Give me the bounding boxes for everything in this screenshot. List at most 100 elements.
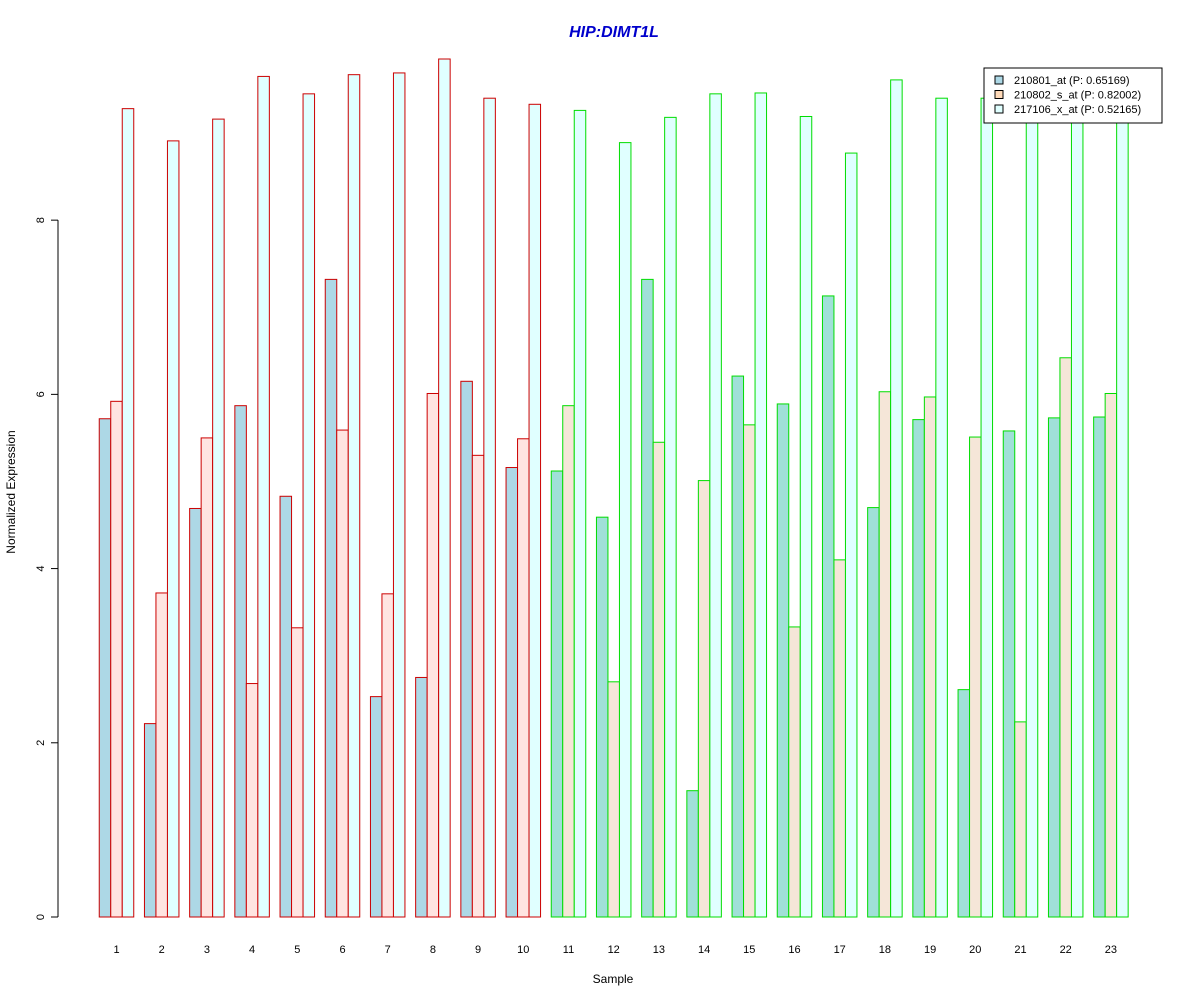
bar-sample-15-series-2 (743, 424, 756, 918)
bar-sample-23-series-3 (1116, 97, 1129, 918)
bar-sample-16-series-3 (799, 115, 813, 918)
bar-sample-20-series-2 (969, 436, 982, 918)
x-tick-label: 14 (698, 944, 710, 956)
bar-sample-12-series-3 (618, 142, 632, 918)
x-tick-label: 3 (204, 944, 210, 956)
x-tick-label: 9 (475, 944, 481, 956)
bar-sample-21-series-3 (1025, 97, 1039, 918)
bar-sample-2-series-3 (166, 140, 180, 918)
bar-sample-7-series-3 (392, 72, 406, 918)
x-tick-label: 22 (1060, 944, 1072, 956)
legend-swatch (994, 104, 1004, 114)
bar-sample-12-series-1 (595, 516, 609, 918)
bar-sample-9-series-2 (471, 454, 485, 918)
bar-sample-10-series-3 (528, 103, 542, 918)
bar-sample-22-series-1 (1047, 417, 1061, 918)
bar-sample-11-series-1 (550, 470, 564, 918)
bar-sample-17-series-1 (821, 295, 835, 918)
bar-sample-7-series-1 (369, 696, 383, 918)
bar-sample-13-series-1 (641, 278, 654, 918)
x-tick-label: 11 (563, 944, 574, 956)
bar-sample-8-series-2 (426, 392, 440, 918)
bar-sample-22-series-3 (1070, 97, 1084, 918)
x-tick-label: 17 (834, 944, 846, 956)
y-axis-title: Normalized Expression (4, 430, 18, 553)
legend-label: 217106_x_at (P: 0.52165) (1014, 104, 1141, 116)
x-axis: 1 2 3 4 5 6 7 8 9 10 11 12 13 14 15 16 17 18 19 20 21 22 23 (113, 944, 1117, 956)
bar-sample-3-series-3 (212, 118, 225, 918)
y-axis: 0 2 4 6 8 (35, 217, 59, 920)
bar-sample-15-series-1 (731, 375, 745, 918)
x-tick-label: 23 (1105, 944, 1117, 956)
bar-sample-21-series-2 (1014, 721, 1027, 918)
bar-sample-18-series-2 (878, 391, 892, 918)
y-tick-label: 8 (35, 217, 47, 223)
bar-sample-2-series-2 (155, 592, 168, 918)
x-tick-label: 2 (159, 944, 165, 956)
bar-sample-12-series-2 (607, 681, 620, 918)
legend-swatch (994, 75, 1004, 85)
x-tick-label: 21 (1014, 944, 1026, 956)
bar-sample-11-series-3 (573, 109, 587, 918)
bar-sample-5-series-3 (302, 93, 316, 918)
bar-sample-5-series-2 (291, 627, 304, 918)
y-tick-label: 2 (35, 740, 47, 746)
x-tick-label: 18 (879, 944, 891, 956)
bar-sample-10-series-2 (517, 438, 530, 918)
y-tick-label: 6 (35, 391, 47, 397)
bar-sample-9-series-3 (483, 97, 496, 918)
legend-label: 210801_at (P: 0.65169) (1014, 75, 1130, 87)
bar-sample-4-series-3 (257, 75, 270, 918)
x-tick-label: 4 (249, 944, 255, 956)
x-tick-label: 10 (517, 944, 529, 956)
bar-sample-6-series-3 (347, 74, 361, 918)
x-tick-label: 16 (788, 944, 800, 956)
bar-sample-1-series-3 (121, 108, 135, 918)
bar-sample-3-series-1 (189, 507, 202, 918)
bar-sample-14-series-2 (697, 480, 711, 918)
bar-sample-9-series-1 (460, 380, 473, 918)
x-axis-title: Sample (593, 972, 634, 986)
bar-sample-17-series-3 (844, 152, 858, 918)
bar-sample-8-series-3 (438, 58, 451, 918)
bar-sample-20-series-1 (957, 689, 971, 918)
bar-sample-19-series-3 (935, 97, 948, 918)
legend-label: 210802_s_at (P: 0.82002) (1014, 90, 1141, 102)
bar-sample-6-series-1 (324, 278, 338, 918)
bar-sample-23-series-1 (1093, 416, 1106, 918)
bar-sample-3-series-2 (200, 437, 214, 918)
bar-sample-13-series-3 (664, 116, 677, 918)
bar-sample-20-series-3 (980, 97, 994, 918)
bar-sample-11-series-2 (562, 405, 575, 918)
chart-title: HIP:DIMT1L (569, 24, 659, 41)
legend-swatch (994, 90, 1004, 99)
bar-sample-18-series-1 (867, 507, 880, 918)
x-tick-label: 12 (608, 944, 620, 956)
x-tick-label: 15 (743, 944, 755, 956)
legend: 210801_at (P: 0.65169) 210802_s_at (P: 0.… (983, 67, 1163, 124)
bar-sample-8-series-1 (415, 676, 428, 918)
bar-sample-19-series-1 (912, 419, 925, 918)
legend-box (983, 67, 1163, 124)
x-tick-label: 19 (924, 944, 936, 956)
bar-sample-19-series-2 (923, 396, 937, 918)
bar-sample-6-series-2 (336, 429, 349, 918)
bar-sample-16-series-1 (776, 403, 790, 918)
bar-sample-14-series-3 (709, 93, 722, 918)
x-tick-label: 1 (113, 944, 119, 956)
bar-sample-16-series-2 (788, 626, 801, 918)
bar-sample-13-series-2 (652, 441, 666, 918)
x-tick-label: 6 (339, 944, 345, 956)
bar-sample-2-series-1 (143, 723, 157, 918)
bar-sample-22-series-2 (1059, 357, 1072, 918)
bar-sample-5-series-1 (279, 495, 293, 918)
x-tick-label: 7 (385, 944, 391, 956)
x-tick-label: 5 (294, 944, 300, 956)
y-tick-label: 0 (35, 914, 47, 920)
bar-sample-1-series-1 (98, 418, 112, 918)
bar-sample-7-series-2 (381, 593, 394, 918)
x-tick-label: 13 (653, 944, 665, 956)
bar-sample-4-series-1 (234, 405, 247, 918)
x-tick-label: 20 (969, 944, 981, 956)
